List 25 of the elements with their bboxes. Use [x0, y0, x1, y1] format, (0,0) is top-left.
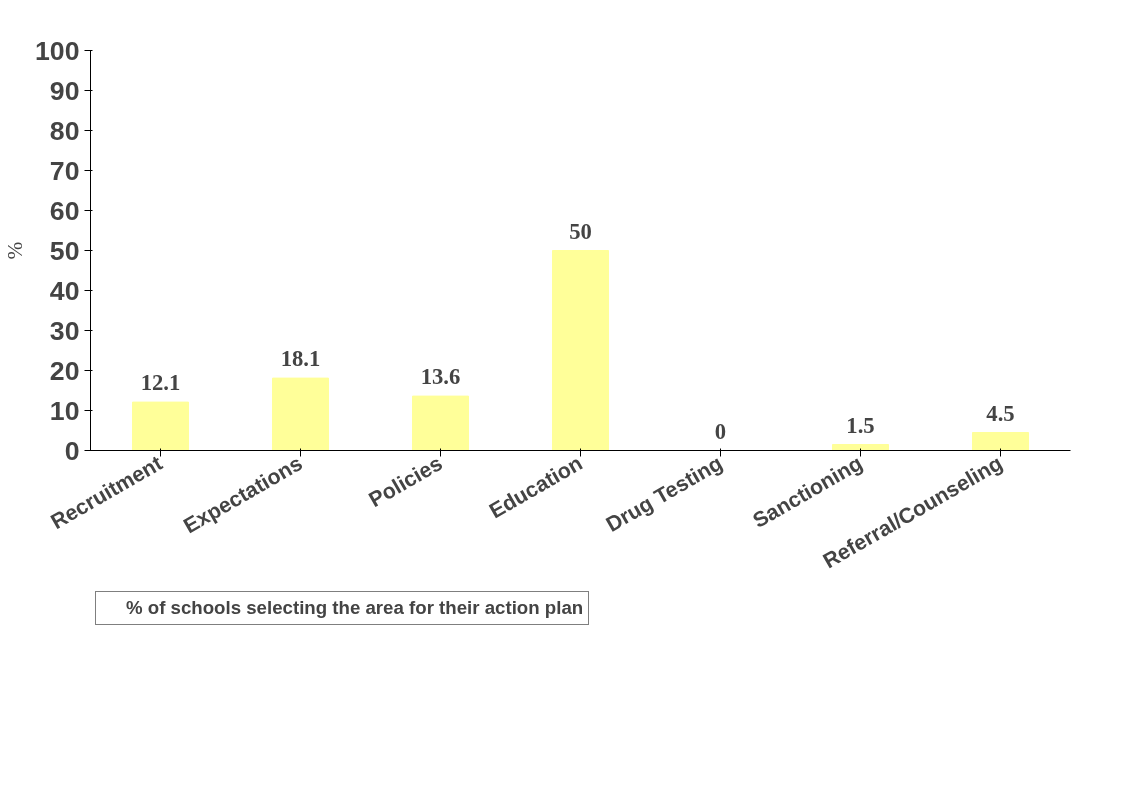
bar: [972, 432, 1029, 451]
y-tick-label: 20: [49, 355, 80, 386]
bar: [832, 444, 889, 451]
bar: [552, 250, 609, 451]
y-tick-label: 10: [49, 395, 80, 426]
data-label: 12.1: [140, 370, 181, 396]
bar: [132, 401, 189, 451]
bar: [272, 377, 329, 451]
y-tick-label: 70: [49, 155, 80, 186]
y-tick-label: 80: [49, 115, 80, 146]
y-tick-label: 90: [49, 75, 80, 106]
y-tick-label: 40: [49, 275, 80, 306]
y-tick-label: 50: [49, 235, 80, 266]
bar: [412, 395, 469, 451]
y-tick-label: 60: [49, 195, 80, 226]
data-label: 13.6: [420, 364, 461, 390]
text: % of schools selecting the area for their action plan: [126, 597, 584, 619]
y-axis-title: %: [3, 241, 28, 260]
data-label: 18.1: [280, 346, 321, 372]
data-label: 0: [714, 418, 727, 444]
y-tick-label: 30: [49, 315, 80, 346]
data-label: 1.5: [846, 412, 875, 438]
data-label: 4.5: [986, 400, 1015, 426]
y-tick-label: 100: [35, 35, 80, 66]
data-label: 50: [569, 218, 592, 244]
